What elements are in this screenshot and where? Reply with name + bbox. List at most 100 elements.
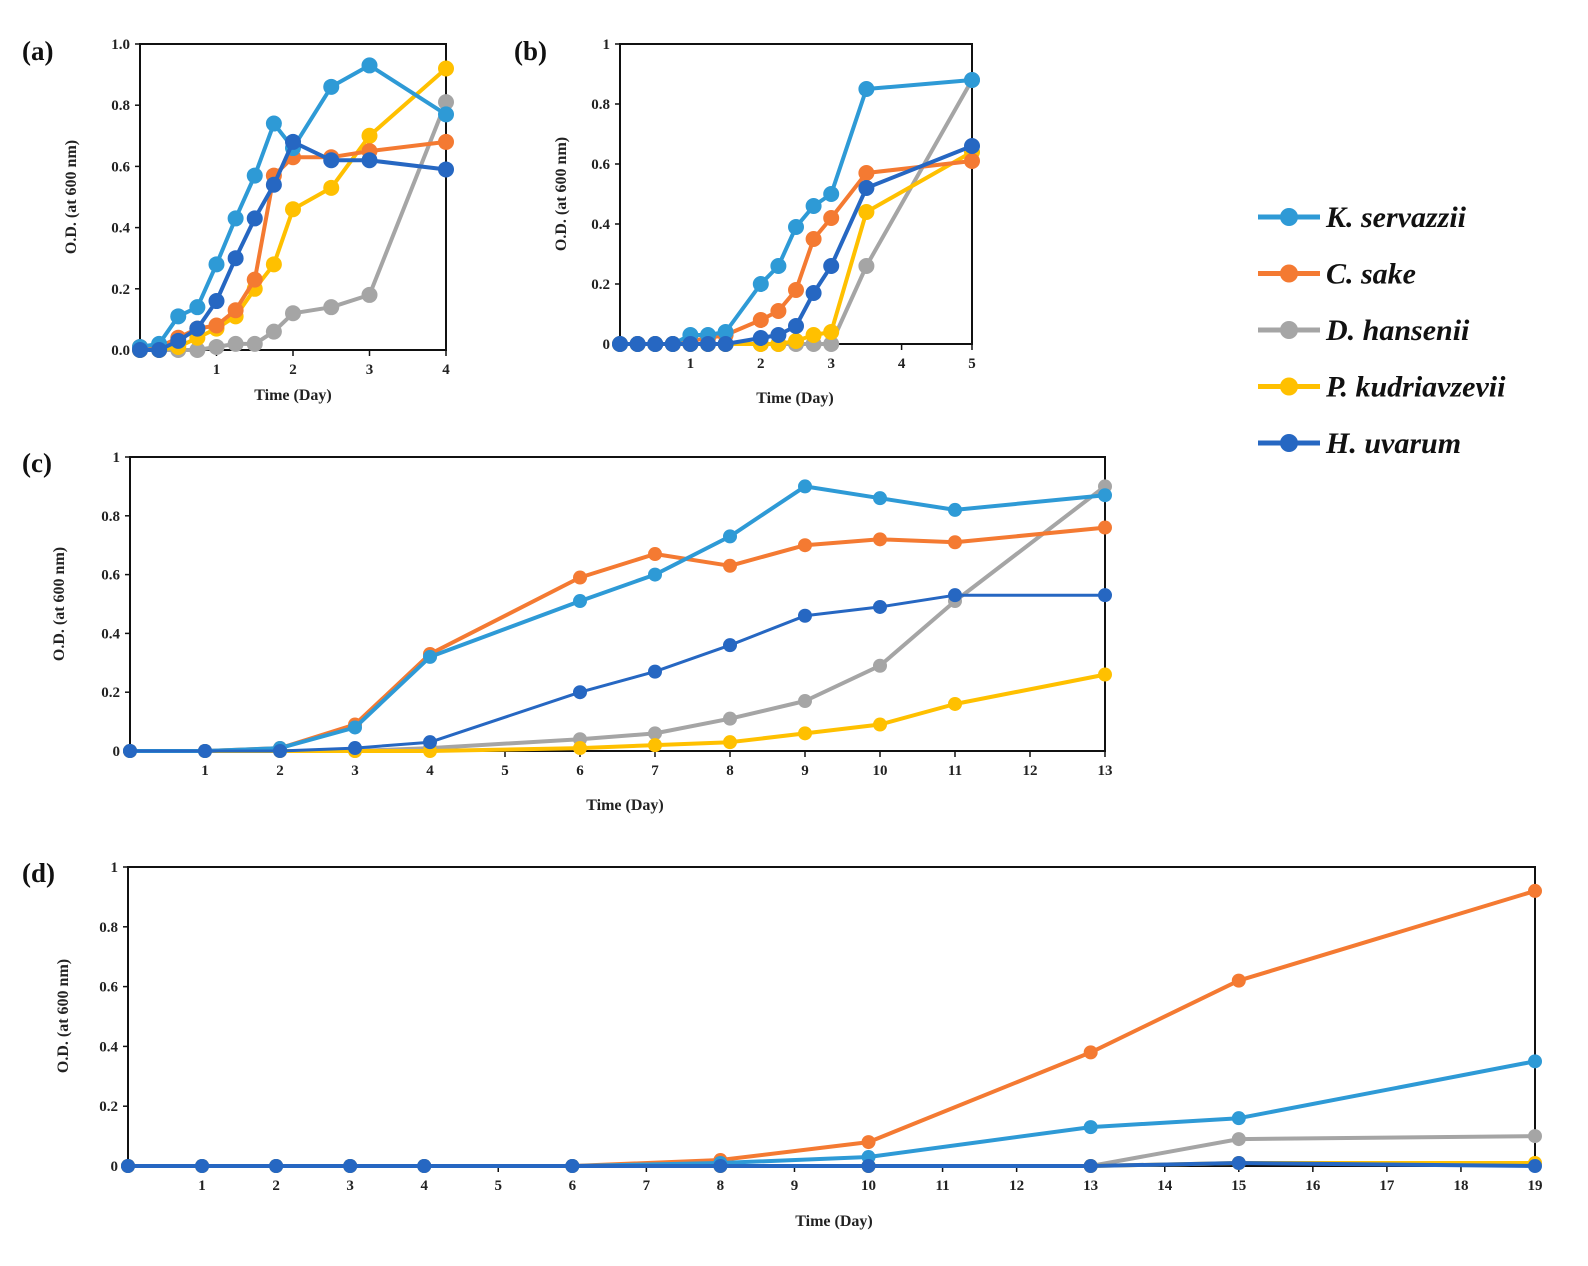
y-tick-label: 0 <box>111 1159 119 1175</box>
data-point <box>1528 1159 1542 1173</box>
series-line <box>128 1161 1536 1168</box>
y-tick-label: 0.4 <box>99 1039 118 1055</box>
data-point <box>823 336 840 352</box>
data-point <box>121 1159 135 1173</box>
y-tick-label: 0.4 <box>591 217 610 233</box>
series-h-uvarum <box>612 138 980 352</box>
x-tick-label: 11 <box>948 763 962 779</box>
data-point <box>265 323 282 340</box>
data-point <box>123 744 137 758</box>
data-point <box>246 335 263 352</box>
data-point <box>770 327 787 343</box>
x-tick-label: 1 <box>687 356 695 372</box>
data-point <box>343 1159 358 1173</box>
y-tick-label: 0 <box>113 744 121 760</box>
data-point <box>798 538 812 553</box>
data-point <box>438 133 454 150</box>
data-point <box>195 1159 210 1173</box>
data-point <box>648 726 662 741</box>
x-tick-label: 10 <box>861 1178 876 1194</box>
y-tick-label: 0.2 <box>99 1099 118 1115</box>
legend-item-k-servazzii: K. servazzii <box>1258 201 1467 234</box>
data-point <box>265 176 282 193</box>
data-point <box>858 204 875 220</box>
plot-frame-b <box>619 43 973 345</box>
x-tick-label: 1 <box>198 1178 206 1194</box>
data-point <box>1231 1111 1246 1126</box>
series-line <box>128 1059 1536 1168</box>
x-tick-label: 5 <box>501 763 509 779</box>
legend-item-h-uvarum: H. uvarum <box>1258 427 1461 460</box>
data-point <box>1083 1045 1098 1060</box>
data-point <box>861 1135 876 1150</box>
x-tick-label: 12 <box>1023 763 1038 779</box>
x-tick-label: 4 <box>420 1178 428 1194</box>
panel-b: 0 0.2 0.4 0.6 0.8 1 1 2 3 4 5 Time (Day) O.D. (at 60… <box>514 36 980 407</box>
data-point <box>273 744 287 758</box>
data-point <box>873 532 887 547</box>
data-point <box>858 258 875 274</box>
legend-marker <box>1280 377 1298 396</box>
series-line <box>130 593 1105 753</box>
data-point <box>417 1159 432 1173</box>
data-point <box>723 638 737 653</box>
data-point <box>805 285 822 301</box>
series-c-sake <box>121 883 1542 1173</box>
data-point <box>361 286 378 303</box>
data-point <box>170 308 187 325</box>
data-point <box>752 276 769 292</box>
data-point <box>1098 667 1112 682</box>
x-tick-label: 6 <box>569 1178 577 1194</box>
x-tick-label: 9 <box>791 1178 799 1194</box>
data-point <box>858 165 875 181</box>
y-axis-title: O.D. (at 600 nm) <box>63 140 80 254</box>
x-axis-title: Time (Day) <box>254 387 331 404</box>
data-point <box>873 599 887 614</box>
data-point <box>323 78 340 95</box>
data-point <box>788 318 804 334</box>
x-axis-title: Time (Day) <box>586 797 663 814</box>
data-point <box>647 336 664 352</box>
legend: K. servazzii C. sake D. hansenii P. kudriav… <box>1258 201 1506 460</box>
x-tick-label: 12 <box>1009 1178 1024 1194</box>
x-tick-label: 3 <box>351 763 359 779</box>
data-point <box>873 717 887 732</box>
x-tick-label: 11 <box>935 1178 949 1194</box>
panel-d: 00.20.40.60.811 2 3 4 5 6 7 8 9 10 11 12 13 14 15 16 17 1… <box>22 858 1543 1230</box>
x-tick-label: 2 <box>276 763 284 779</box>
data-point <box>246 210 263 227</box>
data-point <box>198 744 212 758</box>
data-point <box>423 649 437 664</box>
data-point <box>873 491 887 506</box>
x-tick-label: 5 <box>968 356 976 372</box>
x-tick-label: 1 <box>201 763 209 779</box>
data-point <box>964 72 980 88</box>
data-point <box>208 256 225 273</box>
data-point <box>858 81 875 97</box>
data-point <box>208 293 225 310</box>
data-point <box>573 741 587 756</box>
y-tick-label: 0.8 <box>101 509 120 525</box>
x-tick-label: 14 <box>1157 1178 1173 1194</box>
data-point <box>423 735 437 750</box>
series-k-servazzii <box>123 479 1112 758</box>
data-point <box>612 336 628 352</box>
data-point <box>151 342 168 358</box>
data-point <box>1231 973 1246 988</box>
x-tick-label: 2 <box>289 362 297 378</box>
data-point <box>805 231 822 247</box>
data-point <box>189 320 206 337</box>
x-tick-label: 4 <box>426 763 434 779</box>
data-point <box>227 302 244 319</box>
data-point <box>964 138 980 154</box>
x-tick-label: 17 <box>1379 1178 1395 1194</box>
data-point <box>565 1159 580 1173</box>
data-point <box>717 324 734 340</box>
data-point <box>265 256 282 273</box>
data-point <box>323 179 340 196</box>
data-point <box>648 547 662 562</box>
data-point <box>858 180 875 196</box>
panel-a: 0.0 0.2 0.4 0.6 0.8 1.0 1 2 3 4 Time (Day) O.D. (at… <box>22 36 454 404</box>
data-point <box>723 558 737 573</box>
